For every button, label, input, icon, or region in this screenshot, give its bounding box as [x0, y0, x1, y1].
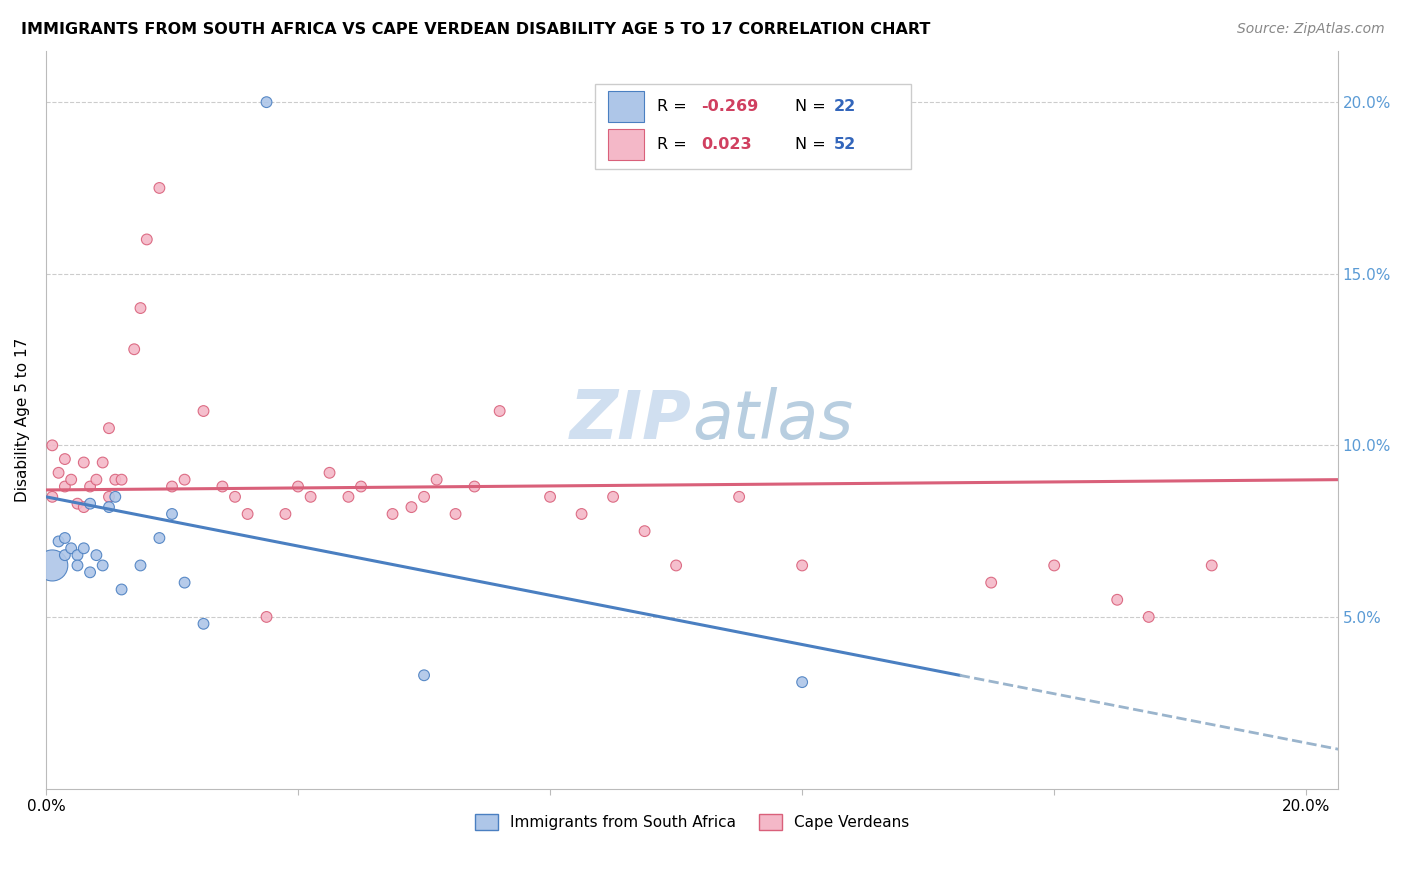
Point	[193, 616, 215, 631]
Point	[488, 404, 510, 418]
Point	[413, 490, 436, 504]
Point	[444, 507, 467, 521]
Point	[538, 490, 561, 504]
Point	[79, 566, 101, 580]
Point	[602, 490, 624, 504]
Point	[571, 507, 593, 521]
Point	[60, 541, 83, 556]
Point	[129, 301, 152, 315]
Point	[41, 438, 63, 452]
Point	[79, 497, 101, 511]
Point	[66, 548, 89, 562]
Point	[48, 466, 70, 480]
Point	[98, 490, 121, 504]
Point	[980, 575, 1002, 590]
Bar	[607, 128, 644, 160]
Point	[104, 490, 127, 504]
Text: R =: R =	[657, 136, 692, 152]
Point	[73, 500, 96, 515]
Point	[173, 473, 195, 487]
Point	[53, 531, 76, 545]
Point	[287, 479, 309, 493]
Point	[299, 490, 322, 504]
Point	[381, 507, 404, 521]
Point	[792, 558, 814, 573]
Point	[73, 541, 96, 556]
Point	[110, 473, 132, 487]
Point	[426, 473, 449, 487]
Point	[1137, 610, 1160, 624]
Point	[318, 466, 340, 480]
Point	[41, 558, 63, 573]
Point	[224, 490, 246, 504]
Point	[129, 558, 152, 573]
Legend: Immigrants from South Africa, Cape Verdeans: Immigrants from South Africa, Cape Verde…	[468, 808, 915, 836]
Point	[86, 548, 108, 562]
Point	[256, 95, 278, 110]
Point	[665, 558, 688, 573]
Point	[98, 421, 121, 435]
Point	[104, 473, 127, 487]
Point	[60, 473, 83, 487]
Point	[173, 575, 195, 590]
Point	[135, 232, 157, 246]
Point	[79, 479, 101, 493]
Point	[160, 479, 183, 493]
FancyBboxPatch shape	[595, 84, 911, 169]
Point	[66, 497, 89, 511]
Text: R =: R =	[657, 98, 692, 113]
Point	[413, 668, 436, 682]
Point	[53, 452, 76, 467]
Point	[463, 479, 485, 493]
Text: atlas: atlas	[692, 386, 853, 452]
Point	[91, 558, 114, 573]
Point	[53, 479, 76, 493]
Point	[236, 507, 259, 521]
Point	[91, 455, 114, 469]
Point	[98, 500, 121, 515]
Text: 22: 22	[834, 98, 856, 113]
Point	[337, 490, 360, 504]
Point	[256, 610, 278, 624]
Point	[728, 490, 751, 504]
Text: N =: N =	[796, 98, 831, 113]
Point	[122, 343, 145, 357]
Point	[633, 524, 655, 538]
Point	[148, 181, 170, 195]
Point	[160, 507, 183, 521]
Point	[148, 531, 170, 545]
Point	[41, 490, 63, 504]
Text: ZIP: ZIP	[569, 386, 692, 452]
Point	[73, 455, 96, 469]
Text: 0.023: 0.023	[702, 136, 752, 152]
Text: N =: N =	[796, 136, 831, 152]
Text: Source: ZipAtlas.com: Source: ZipAtlas.com	[1237, 22, 1385, 37]
Point	[1201, 558, 1223, 573]
Point	[401, 500, 423, 515]
Text: IMMIGRANTS FROM SOUTH AFRICA VS CAPE VERDEAN DISABILITY AGE 5 TO 17 CORRELATION : IMMIGRANTS FROM SOUTH AFRICA VS CAPE VER…	[21, 22, 931, 37]
Point	[193, 404, 215, 418]
Text: 52: 52	[834, 136, 856, 152]
Text: -0.269: -0.269	[702, 98, 758, 113]
Point	[1107, 592, 1129, 607]
Point	[48, 534, 70, 549]
Point	[1043, 558, 1066, 573]
Point	[53, 548, 76, 562]
Point	[274, 507, 297, 521]
Point	[792, 675, 814, 690]
Point	[86, 473, 108, 487]
Bar	[607, 90, 644, 121]
Y-axis label: Disability Age 5 to 17: Disability Age 5 to 17	[15, 337, 30, 501]
Point	[66, 558, 89, 573]
Point	[110, 582, 132, 597]
Point	[211, 479, 233, 493]
Point	[350, 479, 373, 493]
